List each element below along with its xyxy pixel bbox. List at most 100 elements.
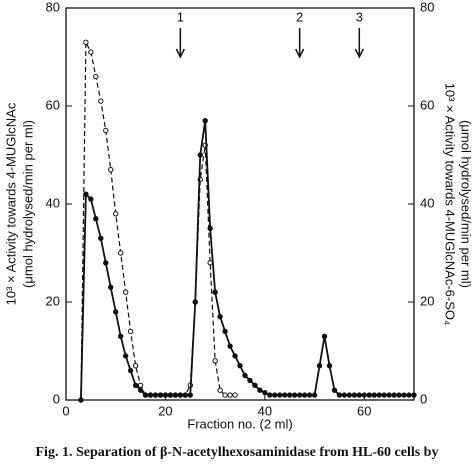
data-point [291,392,298,398]
data-point [257,387,263,393]
data-point [306,392,313,398]
data-point [157,392,164,398]
x-axis-label: Fraction no. (2 ml) [187,416,292,431]
data-point [217,387,223,393]
y2-tick-label: 40 [420,195,434,210]
data-point [132,382,139,388]
arrow-label: 3 [356,9,363,24]
data-point [137,382,144,388]
arrow [175,28,186,59]
data-point [83,191,89,197]
data-point [207,225,213,232]
x-tick-label: 60 [357,403,371,418]
data-point [103,127,109,134]
data-point [83,39,89,45]
data-point [117,250,124,256]
data-point [232,392,238,398]
plot-frame [65,7,415,401]
data-point [277,392,283,398]
y-tick-label: 60 [46,97,60,112]
series-line [80,42,236,401]
data-point [346,392,353,398]
arrow-label: 2 [296,9,303,24]
data-point [401,392,407,398]
data-point [212,289,218,295]
data-point [376,392,382,398]
data-point [88,49,94,55]
data-point [287,392,293,398]
data-point [113,211,119,217]
data-point [406,392,412,398]
data-point [117,333,124,339]
data-point [391,392,397,398]
data-point [227,343,233,349]
arrow-label: 1 [177,9,184,24]
data-point [381,392,387,398]
data-point [93,216,99,222]
y2-tick-label: 20 [420,293,434,308]
data-point [371,392,377,398]
y2-tick-label: 80 [420,0,434,14]
data-point [366,392,372,398]
data-point [252,382,258,388]
y-tick-label: 40 [46,195,60,210]
data-point [98,98,104,104]
data-point [411,392,417,398]
x-tick-label: 0 [62,403,69,418]
data-point [242,372,248,379]
y2-axis-label: (μmol hydrolysed/min per ml) [459,120,474,288]
data-point [177,392,184,398]
data-point [182,392,189,398]
data-point [331,387,338,393]
data-point [207,260,213,266]
data-point [108,167,114,173]
data-point [356,392,363,398]
data-point [78,397,84,403]
y2-tick-label: 60 [420,97,434,112]
data-point [262,389,268,396]
data-point [227,392,233,398]
y-axis-label: 10³ × Activity towards 4-MUGlcNAc [3,102,18,305]
y2-tick-label: 0 [420,391,427,406]
data-point [98,235,104,242]
data-point [152,392,159,398]
data-point [103,260,109,266]
data-point [222,328,228,335]
data-point [147,392,154,398]
x-tick-label: 40 [258,403,272,418]
data-point [237,363,243,369]
data-point [267,392,273,398]
data-point [247,377,253,384]
data-point [341,392,348,398]
data-point [113,309,119,315]
data-point [217,314,223,320]
data-point [172,392,179,398]
data-point [316,363,323,369]
data-point [127,328,134,335]
data-point [127,367,134,374]
data-point [351,392,358,398]
data-point [167,392,174,398]
data-point [137,387,144,393]
data-point [311,392,318,398]
data-point [192,299,198,305]
data-point [187,392,193,398]
data-point [212,358,218,364]
data-point [361,392,367,398]
data-point [282,392,288,398]
arrow [354,28,364,59]
data-point [386,392,392,398]
y-tick-label: 80 [46,0,60,14]
data-point [321,333,328,339]
series-line [80,120,414,401]
y-axis-label: (μmol hydrolysed/min per ml) [20,120,35,288]
data-point [88,196,94,202]
data-point [132,363,139,369]
data-point [326,363,333,369]
data-point [296,392,303,398]
data-point [162,392,169,398]
x-tick-label: 20 [158,403,172,418]
data-point [122,289,129,295]
data-point [122,353,129,359]
